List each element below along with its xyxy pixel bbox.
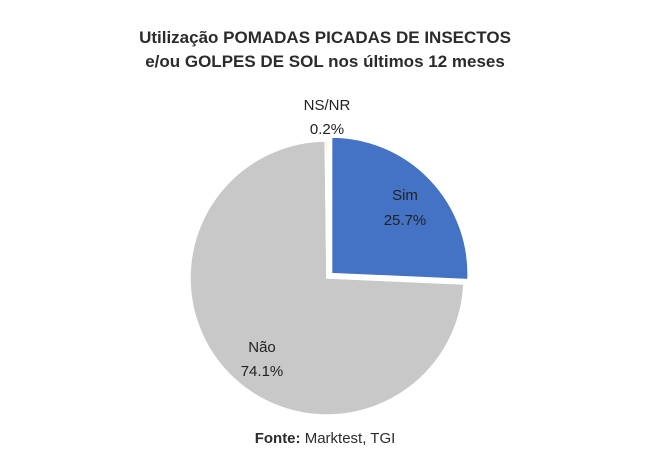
source-text: Marktest, TGI — [304, 430, 396, 447]
slice-value-label-2: 0.2% — [310, 121, 344, 138]
chart-title-line-2: e/ou GOLPES DE SOL nos últimos 12 meses — [145, 52, 505, 71]
slice-label-0: Sim — [392, 187, 418, 204]
pie-slices — [189, 135, 470, 416]
slice-value-label-0: 25.7% — [384, 212, 427, 229]
pie-labels: Sim 25.7% Não 74.1% NS/NR 0.2% — [241, 97, 427, 380]
source-label: Fonte: — [254, 430, 301, 447]
slice-label-1: Não — [248, 339, 276, 356]
pie-slice-sim — [330, 135, 470, 281]
slice-label-2: NS/NR — [304, 97, 351, 114]
chart-title-line-1: Utilização POMADAS PICADAS DE INSECTOS — [139, 28, 511, 47]
slice-value-label-1: 74.1% — [241, 363, 284, 380]
source-note: Fonte: Marktest, TGI — [0, 430, 650, 447]
pie-slice-ns-nr — [324, 140, 328, 279]
